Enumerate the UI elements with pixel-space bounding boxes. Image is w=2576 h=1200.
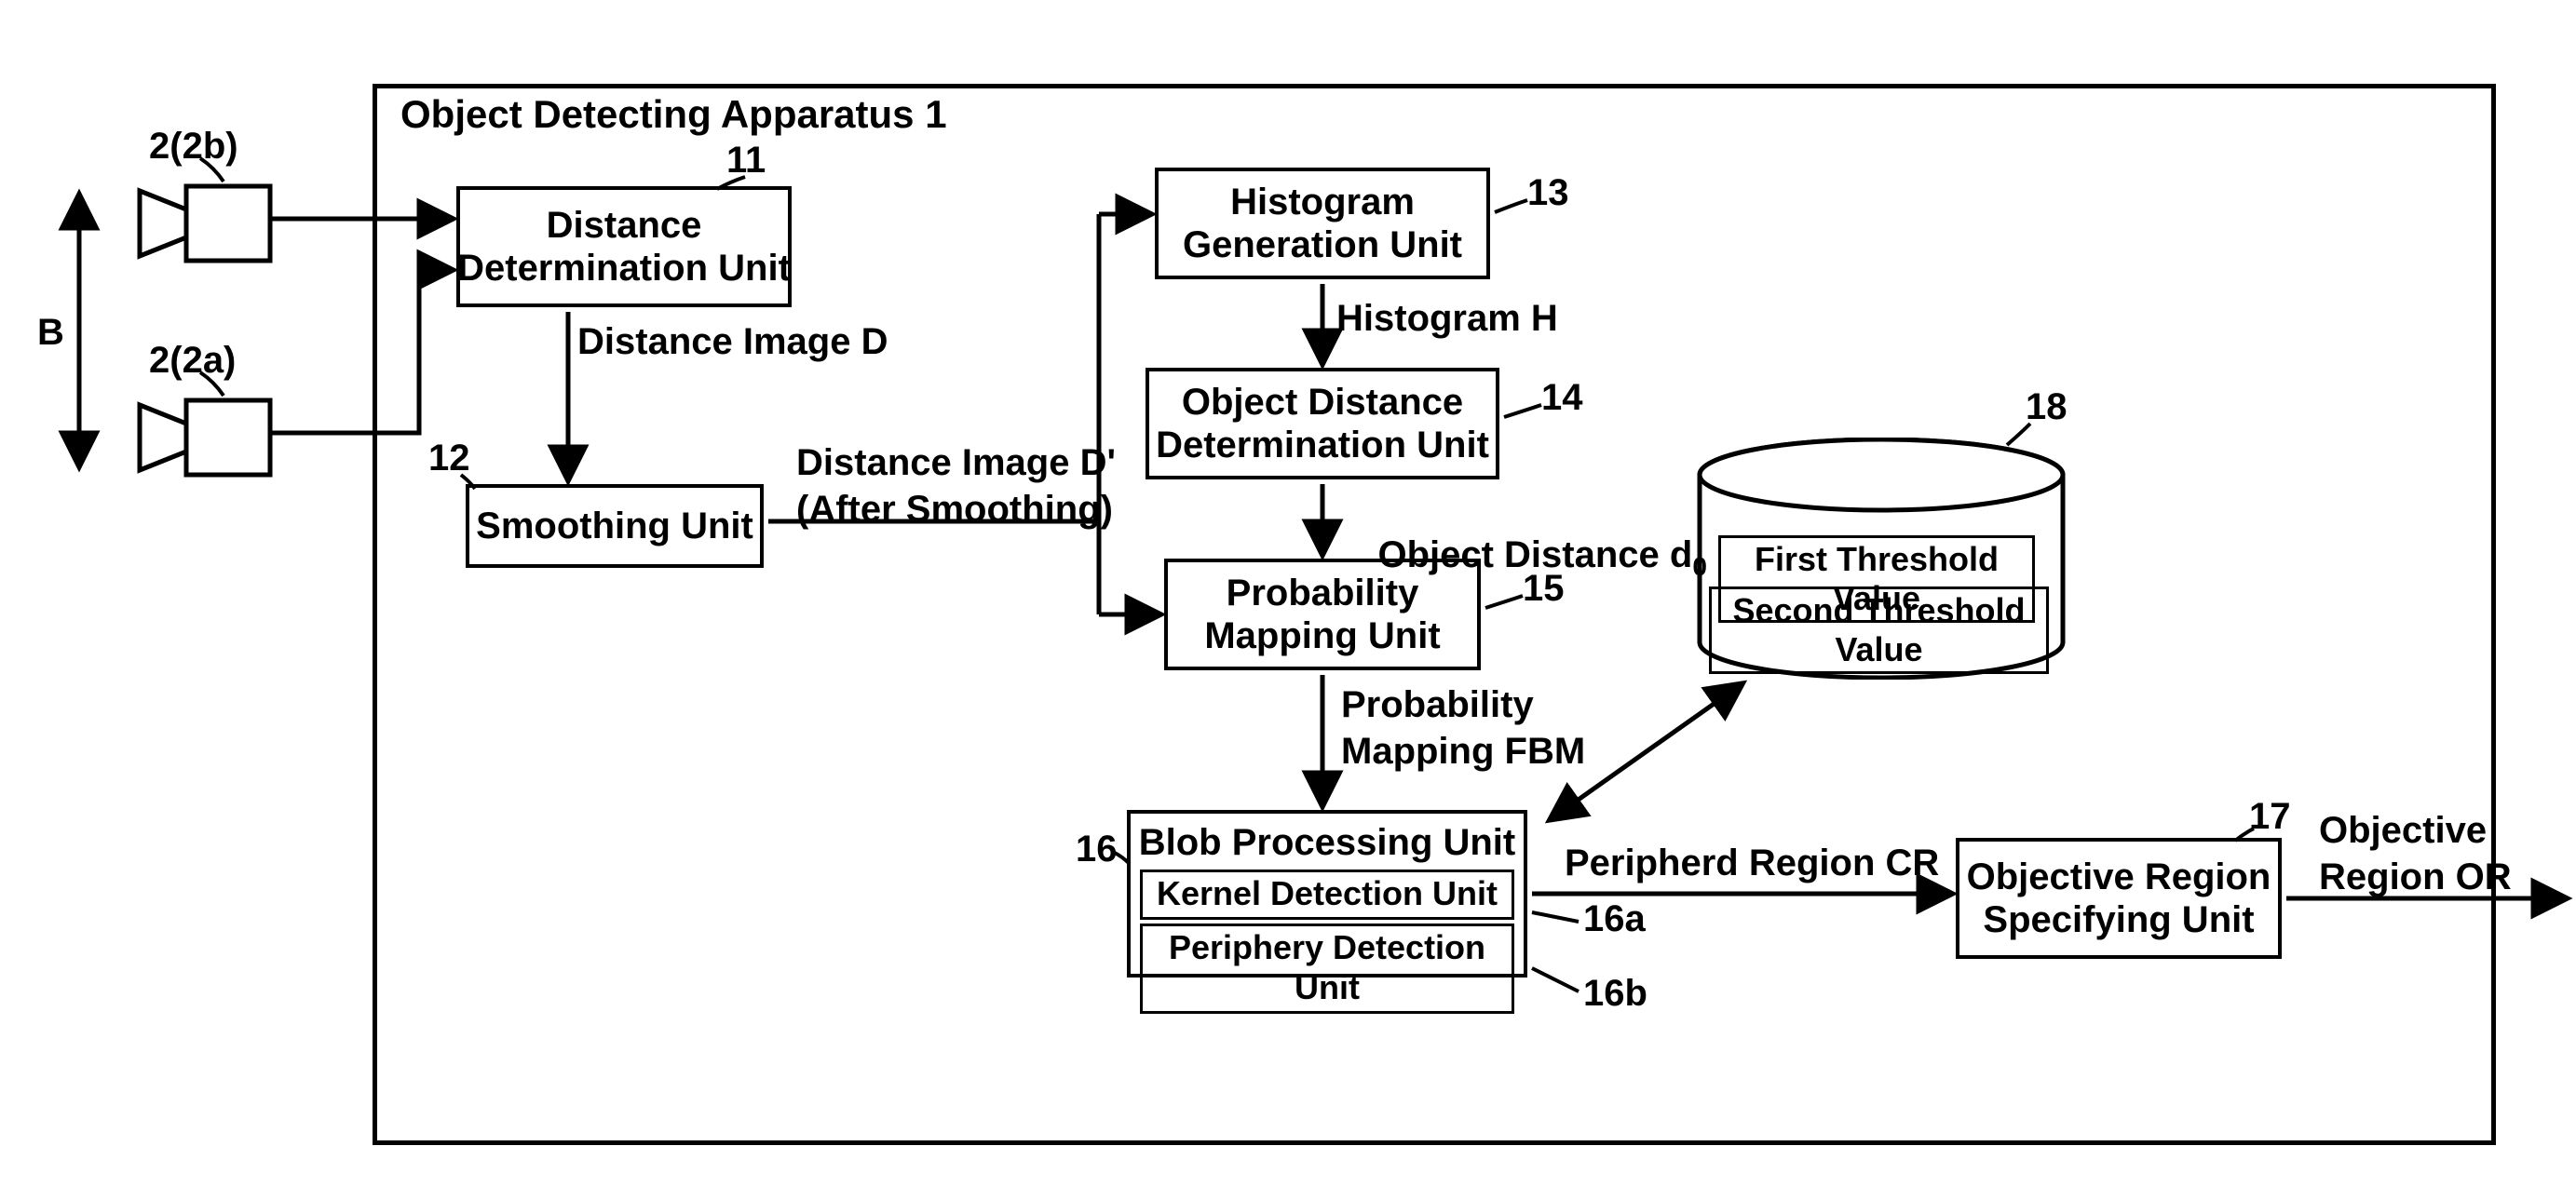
blob-processing-unit: Blob Processing Unit Kernel Detection Un…: [1127, 810, 1527, 978]
block-17-num: 17: [2249, 796, 2291, 837]
block-11-text: Distance Determination Unit: [457, 204, 791, 290]
probability-mapping-label-1: Probability: [1341, 684, 1534, 725]
camera-top-label: 2(2b): [149, 126, 238, 167]
histogram-h-label: Histogram H: [1336, 298, 1558, 339]
periphery-detection-unit: Periphery Detection Unit: [1140, 924, 1514, 1014]
distance-image-d-label: Distance Image D: [577, 321, 888, 362]
probability-mapping-label-2: Mapping FBM: [1341, 731, 1585, 772]
object-distance-text: Object Distance d: [1377, 534, 1692, 575]
histogram-generation-unit: Histogram Generation Unit: [1155, 168, 1490, 279]
smoothing-unit: Smoothing Unit: [466, 484, 764, 568]
objective-region-label-2: Region OR: [2319, 856, 2512, 897]
block-12-num: 12: [428, 438, 470, 479]
second-threshold-value: Second Threshold Value: [1709, 587, 2049, 674]
kernel-detection-unit: Kernel Detection Unit: [1140, 870, 1514, 920]
object-distance-sub: 0: [1692, 552, 1707, 581]
peripheral-region-label: Peripherd Region CR: [1565, 843, 1939, 883]
block-14-num: 14: [1541, 377, 1583, 418]
distance-image-d2a-label: Distance Image D': [796, 442, 1116, 483]
camera-top: [84, 177, 279, 275]
camera-bottom: [84, 391, 279, 489]
objective-region-specifying-unit: Objective Region Specifying Unit: [1956, 838, 2282, 959]
camera-bottom-label: 2(2a): [149, 340, 236, 381]
diagram-canvas: Object Detecting Apparatus 1 2(2b) 2(2a)…: [0, 0, 2576, 1200]
apparatus-title: Object Detecting Apparatus 1: [400, 93, 947, 136]
object-distance-label: Object Distance d0: [1336, 493, 1707, 623]
distance-image-d2b-label: (After Smoothing): [796, 489, 1113, 530]
block-16b-num: 16b: [1583, 973, 1647, 1014]
block-16a-text: Kernel Detection Unit: [1157, 874, 1498, 912]
block-12-text: Smoothing Unit: [476, 505, 753, 547]
block-16-title: Blob Processing Unit: [1131, 821, 1524, 864]
objective-region-label-1: Objective: [2319, 810, 2487, 851]
block-13-text: Histogram Generation Unit: [1183, 181, 1462, 266]
block-14-text: Object Distance Determination Unit: [1156, 381, 1489, 466]
block-16-num: 16: [1076, 829, 1118, 870]
block-18-num: 18: [2026, 386, 2068, 427]
object-distance-determination-unit: Object Distance Determination Unit: [1146, 368, 1499, 479]
block-13-num: 13: [1527, 172, 1569, 213]
second-threshold-text: Second Threshold Value: [1732, 591, 2025, 668]
block-16a-num: 16a: [1583, 898, 1646, 939]
block-16b-text: Periphery Detection Unit: [1169, 928, 1485, 1007]
distance-determination-unit: Distance Determination Unit: [456, 186, 792, 307]
baseline-label: B: [37, 312, 64, 353]
block-17-text: Objective Region Specifying Unit: [1967, 856, 2271, 941]
block-11-num: 11: [726, 140, 766, 181]
threshold-storage: First Threshold Value Second Threshold V…: [1695, 438, 2068, 680]
